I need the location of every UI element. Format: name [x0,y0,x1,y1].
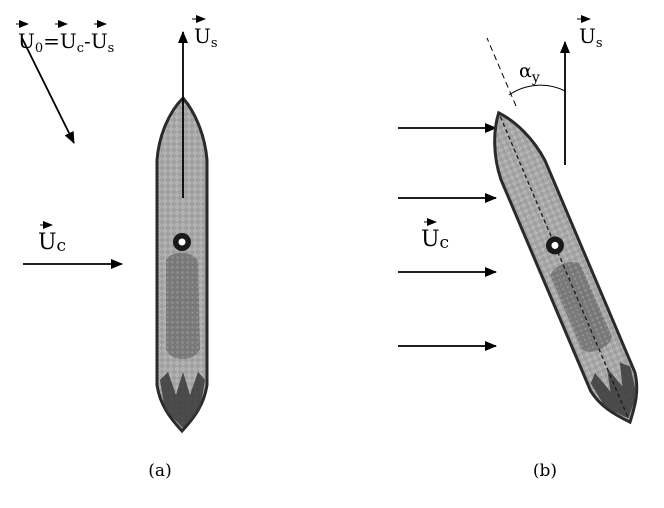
ship-velocity-label-a: Us [192,15,218,51]
svg-text:Uc: Uc [38,230,66,256]
heading-axis-b [486,37,517,107]
current-label-b: Uc [421,218,449,253]
panel-a: U0=Uc-Us Us Uc (a) [16,15,218,481]
svg-text:U0=Uc-Us: U0=Uc-Us [18,29,114,56]
current-label-a: Uc [38,221,66,256]
caption-b: (b) [533,461,557,481]
svg-text:Us: Us [194,24,218,51]
svg-text:Us: Us [579,24,603,51]
yaw-angle-arc [508,84,566,96]
relative-velocity-label: U0=Uc-Us [16,20,114,56]
yaw-angle-label: αy [519,60,540,86]
ship-velocity-label-b: Us [577,15,603,51]
caption-a: (a) [148,461,171,481]
ship-hull-b [493,110,639,425]
svg-text:Uc: Uc [421,227,449,253]
panel-b: Uc Us αy (b) [398,15,639,481]
ship-hull-a [155,95,209,434]
relative-velocity-arrow [21,37,75,144]
